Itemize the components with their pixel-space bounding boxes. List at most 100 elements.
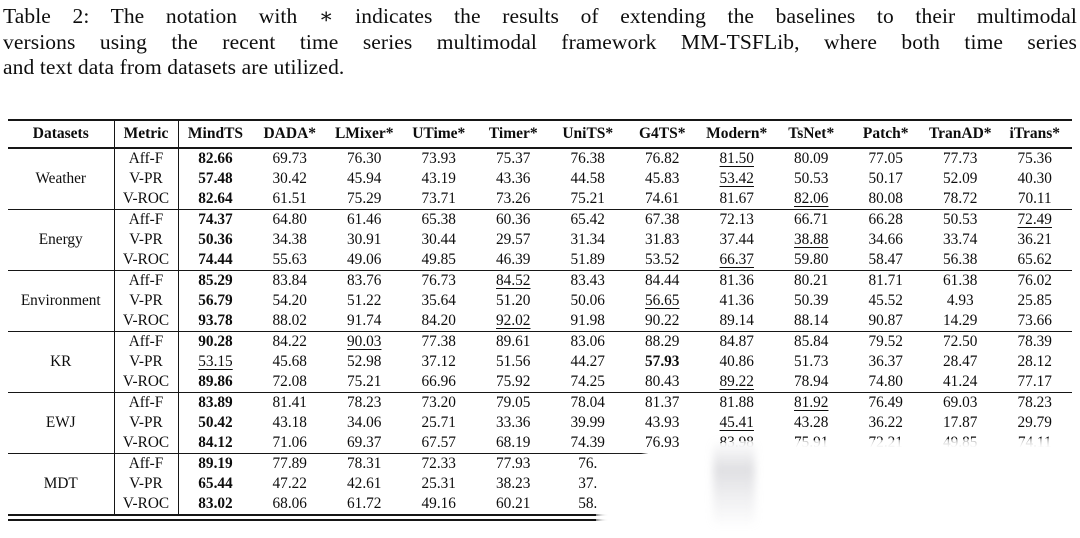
value-cell: 92.02	[496, 312, 531, 329]
value-cell: 61.46	[327, 209, 402, 230]
value-cell: 51.89	[570, 251, 605, 268]
value-cell: 84.44	[625, 270, 700, 291]
value-cell: 61.72	[347, 495, 382, 512]
value-cell: 33.74	[943, 231, 978, 248]
value-cell: 77.17	[1017, 373, 1052, 390]
table-row-environment-v-pr: V-PR 56.79 54.20 51.22 35.64 51.20 50.06 56.65 4…	[8, 291, 1072, 311]
value-cell: 74.25	[570, 373, 605, 390]
value-cell: 81.41	[252, 392, 327, 413]
value-cell: 45.94	[347, 170, 382, 187]
occlusion-gray-streak	[713, 440, 755, 524]
table-row-environment-aff-f: Environment Aff-F 85.29 83.84 83.76 76.73 84.5…	[8, 270, 1072, 332]
value-cell: 89.86	[198, 373, 233, 390]
value-cell: 59.80	[794, 251, 829, 268]
column-header-modern: Modern*	[699, 120, 774, 149]
value-cell: 81.36	[699, 270, 774, 291]
value-cell: 68.19	[496, 434, 531, 451]
value-cell: 28.12	[1017, 353, 1052, 370]
column-header-dada: DADA*	[252, 120, 327, 149]
value-cell: 50.36	[198, 231, 233, 248]
value-cell: 90.87	[868, 312, 903, 329]
value-cell: 72.50	[923, 331, 998, 352]
metric-cell: Aff-F	[114, 147, 179, 169]
value-cell: 46.39	[496, 251, 531, 268]
value-cell: 43.18	[272, 414, 307, 431]
value-cell: 76.38	[550, 147, 625, 169]
column-header-patch: Patch*	[848, 120, 923, 149]
value-cell: 90.22	[645, 312, 680, 329]
value-cell: 81.88	[699, 392, 774, 413]
value-cell: 72.49	[997, 209, 1072, 230]
value-cell: 71.06	[272, 434, 307, 451]
dataset-cell-energy: Energy	[8, 209, 115, 271]
value-cell: 85.29	[178, 270, 253, 291]
metric-cell: V-ROC	[114, 250, 179, 271]
value-cell: 66.28	[848, 209, 923, 230]
value-cell: 82.06	[794, 190, 829, 207]
value-cell: 88.02	[272, 312, 307, 329]
metric-cell: V-ROC	[114, 311, 179, 332]
column-header-itrans: iTrans*	[997, 120, 1072, 149]
caption-line-3: and text data from datasets are utilized…	[3, 55, 345, 79]
column-header-units: UniTS*	[550, 120, 625, 149]
value-cell: 74.39	[570, 434, 605, 451]
value-cell: 88.14	[794, 312, 829, 329]
value-cell: 40.86	[719, 353, 754, 370]
header-row: Datasets Metric MindTS DADA* LMixer* UTime* Ti…	[8, 120, 1072, 149]
value-cell: 38.88	[794, 231, 829, 248]
value-cell: 50.06	[570, 292, 605, 309]
value-cell: 82.64	[198, 190, 233, 207]
value-cell: 84.22	[252, 331, 327, 352]
value-cell: 55.63	[272, 251, 307, 268]
table-row-kr-v-pr: V-PR 53.15 45.68 52.98 37.12 51.56 44.27 57.93 4…	[8, 352, 1072, 372]
value-cell: 51.56	[496, 353, 531, 370]
value-cell: 78.94	[794, 373, 829, 390]
value-cell: 77.73	[923, 147, 998, 169]
value-cell: 39.99	[570, 414, 605, 431]
value-cell: 93.78	[198, 312, 233, 329]
metric-cell: Aff-F	[114, 453, 179, 474]
value-cell: 78.23	[997, 392, 1072, 413]
value-cell: 75.29	[347, 190, 382, 207]
column-header-timer: Timer*	[476, 120, 551, 149]
value-cell: 73.93	[401, 147, 476, 169]
value-cell: 64.80	[252, 209, 327, 230]
table-row-mdt-v-pr: V-PR 65.44 47.22 42.61 25.31 38.23 37.	[8, 474, 1072, 494]
value-cell: 81.37	[625, 392, 700, 413]
value-cell: 79.52	[848, 331, 923, 352]
value-cell: 47.22	[272, 475, 307, 492]
value-cell: 40.30	[1017, 170, 1052, 187]
metric-cell: Aff-F	[114, 331, 179, 352]
value-cell: 80.09	[774, 147, 849, 169]
value-cell: 83.84	[252, 270, 327, 291]
value-cell: 72.13	[699, 209, 774, 230]
value-cell: 37.12	[421, 353, 456, 370]
occlusion-smear-1	[599, 458, 647, 467]
value-cell: 73.66	[1017, 312, 1052, 329]
value-cell: 60.36	[476, 209, 551, 230]
metric-cell: V-PR	[114, 291, 179, 311]
value-cell: 43.36	[496, 170, 531, 187]
column-header-datasets: Datasets	[8, 120, 115, 149]
column-header-lmixer: LMixer*	[327, 120, 402, 149]
value-cell: 83.06	[550, 331, 625, 352]
value-cell: 25.31	[421, 475, 456, 492]
table-row-energy-v-pr: V-PR 50.36 34.38 30.91 30.44 29.57 31.34 31.83 3…	[8, 230, 1072, 250]
value-cell: 90.28	[178, 331, 253, 352]
value-cell: 74.61	[645, 190, 680, 207]
value-cell: 85.84	[774, 331, 849, 352]
value-cell: 77.93	[476, 453, 551, 474]
value-cell: 38.23	[496, 475, 531, 492]
value-cell: 58.47	[868, 251, 903, 268]
table-row-kr-aff-f: KR Aff-F 90.28 84.22 90.03 77.38 89.61 83.06 88.…	[8, 331, 1072, 393]
value-cell: 77.05	[848, 147, 923, 169]
value-cell: 14.29	[943, 312, 978, 329]
value-cell: 50.53	[923, 209, 998, 230]
metric-cell: V-PR	[114, 169, 179, 189]
column-header-tranad: TranAD*	[923, 120, 998, 149]
value-cell: 49.85	[421, 251, 456, 268]
value-cell: 84.20	[421, 312, 456, 329]
value-cell: 78.39	[997, 331, 1072, 352]
metric-cell: Aff-F	[114, 270, 179, 291]
results-table: Datasets Metric MindTS DADA* LMixer* UTime* Ti…	[8, 119, 1072, 516]
